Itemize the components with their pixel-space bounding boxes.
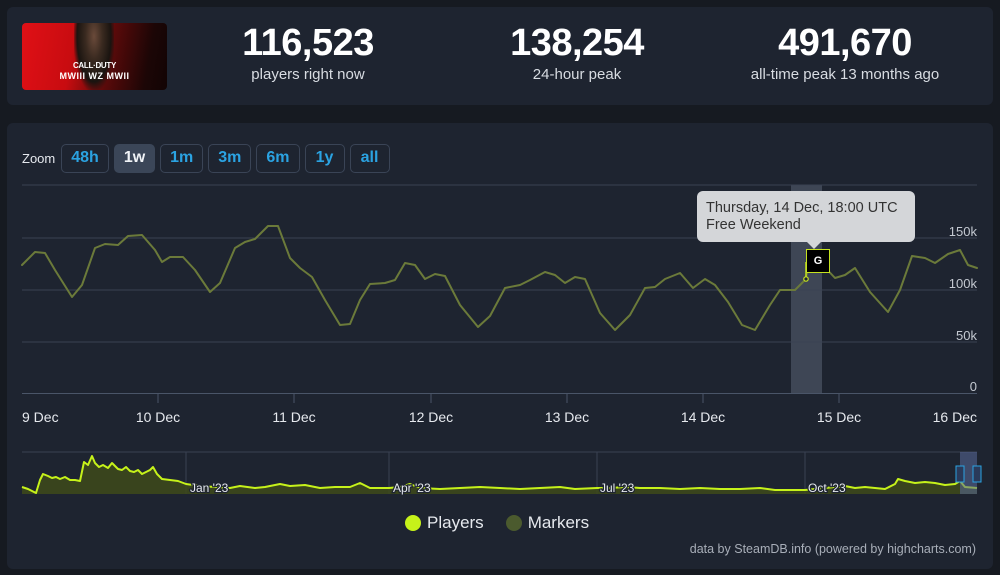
soldier-figure-art bbox=[74, 23, 114, 90]
app-header: CALL·DUTY MWIII WZ MWII 116,523 players … bbox=[7, 7, 993, 105]
navigator-label: Oct '23 bbox=[808, 481, 846, 495]
game-logo-bottom: MWIII WZ MWII bbox=[59, 71, 130, 81]
stat-all-time-peak: 491,670 all-time peak 13 months ago bbox=[725, 21, 965, 85]
grid-lines bbox=[22, 184, 977, 394]
x-label: 16 Dec bbox=[933, 409, 977, 425]
zoom-6m-button[interactable]: 6m bbox=[256, 143, 300, 173]
navigator-left-handle[interactable] bbox=[955, 465, 965, 483]
navigator-line bbox=[21, 455, 978, 494]
x-label: 14 Dec bbox=[681, 409, 725, 425]
stat-label: players right now bbox=[251, 66, 365, 83]
navigator-labels: Jan '23 Apr '23 Jul '23 Oct '23 bbox=[189, 480, 847, 497]
x-label: 12 Dec bbox=[409, 409, 453, 425]
x-label: 11 Dec bbox=[272, 409, 315, 425]
x-label: 10 Dec bbox=[136, 409, 180, 425]
x-ticks bbox=[157, 394, 840, 403]
zoom-1w-button[interactable]: 1w bbox=[113, 143, 156, 173]
zoom-label: Zoom bbox=[22, 150, 56, 166]
x-label: 15 Dec bbox=[817, 409, 861, 425]
stat-current-players: 116,523 players right now bbox=[188, 21, 428, 85]
x-label: 9 Dec bbox=[22, 409, 59, 425]
marker-letter: G bbox=[813, 255, 823, 267]
zoom-3m-button[interactable]: 3m bbox=[208, 143, 252, 173]
zoom-controls: Zoom 48h 1w 1m 3m 6m 1y all bbox=[22, 143, 395, 173]
stat-value: 491,670 bbox=[778, 22, 912, 64]
navigator-selection[interactable] bbox=[960, 452, 977, 494]
y-label: 150k bbox=[949, 224, 978, 239]
zoom-48h-button[interactable]: 48h bbox=[61, 143, 109, 173]
x-axis-labels: 9 Dec 10 Dec 11 Dec 12 Dec 13 Dec 14 Dec… bbox=[22, 409, 977, 425]
navigator-area bbox=[22, 456, 977, 494]
navigator-label: Jan '23 bbox=[190, 481, 229, 495]
game-cover-image[interactable]: CALL·DUTY MWIII WZ MWII bbox=[22, 23, 167, 90]
zoom-all-button[interactable]: all bbox=[349, 143, 390, 173]
stat-label: all-time peak 13 months ago bbox=[750, 66, 940, 83]
stat-label: 24-hour peak bbox=[532, 66, 622, 83]
navigator-right-handle[interactable] bbox=[972, 465, 982, 483]
zoom-1m-button[interactable]: 1m bbox=[160, 143, 204, 173]
stat-value: 138,254 bbox=[510, 22, 644, 64]
zoom-1y-button[interactable]: 1y bbox=[304, 143, 345, 173]
navigator[interactable]: Jan '23 Apr '23 Jul '23 Oct '23 bbox=[21, 451, 982, 497]
y-label: 100k bbox=[949, 276, 978, 291]
navigator-label: Apr '23 bbox=[393, 481, 431, 495]
navigator-label: Jul '23 bbox=[600, 481, 635, 495]
marker-point[interactable] bbox=[803, 276, 809, 282]
tooltip-text: Free Weekend bbox=[706, 217, 801, 233]
chart-tooltip: Thursday, 14 Dec, 18:00 UTC Free Weekend bbox=[697, 191, 915, 249]
stat-value: 116,523 bbox=[242, 22, 374, 64]
x-label: 13 Dec bbox=[545, 409, 589, 425]
tooltip-date: Thursday, 14 Dec, 18:00 UTC bbox=[706, 200, 898, 216]
game-logo-top: CALL·DUTY bbox=[72, 61, 117, 70]
y-label: 0 bbox=[970, 379, 977, 394]
y-axis-labels: 150k 100k 50k 0 bbox=[949, 224, 978, 394]
stat-24h-peak: 138,254 24-hour peak bbox=[457, 21, 697, 85]
event-marker-flag[interactable]: G bbox=[806, 249, 830, 273]
y-label: 50k bbox=[956, 328, 977, 343]
